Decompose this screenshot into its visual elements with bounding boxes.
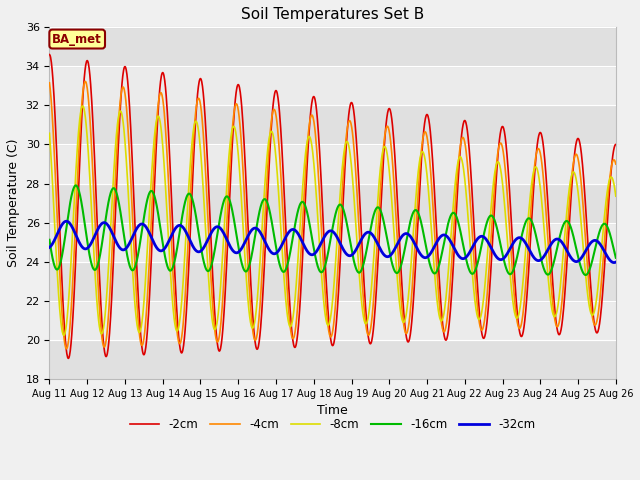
-2cm [298,268,306,274]
Text: BA_met: BA_met [52,33,102,46]
-4cm [90,196,98,202]
-32cm [610,260,618,265]
-32cm [63,218,70,224]
-4cm [287,326,294,332]
-2cm [286,307,294,313]
-8cm [369,272,376,277]
-16cm [308,236,316,241]
-32cm [113,240,120,246]
-8cm [90,253,98,259]
-2cm [65,356,72,361]
-16cm [298,199,306,205]
-4cm [81,79,89,84]
-4cm [308,113,316,119]
Bar [49,106,616,144]
-32cm [368,231,376,237]
-32cm [308,252,316,258]
-2cm [45,52,53,58]
-8cm [113,125,121,131]
-16cm [582,272,589,278]
-2cm [368,336,376,342]
-4cm [369,310,376,315]
Bar [49,223,616,262]
-8cm [60,333,68,338]
Line: -16cm: -16cm [49,185,616,275]
-32cm [90,235,97,241]
-2cm [612,142,620,147]
Line: -8cm: -8cm [49,106,616,336]
-8cm [79,103,86,109]
-32cm [45,244,53,250]
-4cm [63,346,70,352]
-4cm [612,161,620,167]
Line: -32cm: -32cm [49,221,616,263]
-8cm [612,193,620,199]
Line: -2cm: -2cm [49,55,616,359]
Bar [49,66,616,106]
-32cm [298,238,306,244]
Bar [49,183,616,223]
-2cm [113,180,120,185]
Bar [49,262,616,300]
-8cm [298,191,306,196]
-16cm [368,218,376,224]
-2cm [308,98,316,104]
-8cm [308,147,316,153]
-8cm [287,324,294,330]
-16cm [45,237,53,243]
-16cm [72,182,80,188]
Bar [49,340,616,379]
-16cm [90,266,97,272]
-2cm [90,136,97,142]
-4cm [45,80,53,85]
-4cm [298,227,306,233]
X-axis label: Time: Time [317,404,348,417]
-4cm [113,143,121,149]
Bar [49,27,616,66]
-16cm [286,250,294,255]
-32cm [612,259,620,265]
Bar [49,300,616,340]
Y-axis label: Soil Temperature (C): Soil Temperature (C) [7,139,20,267]
Line: -4cm: -4cm [49,82,616,349]
-8cm [45,131,53,136]
Bar [49,144,616,183]
-16cm [612,255,620,261]
-32cm [286,228,294,234]
Title: Soil Temperatures Set B: Soil Temperatures Set B [241,7,424,22]
-16cm [113,191,120,196]
Legend: -2cm, -4cm, -8cm, -16cm, -32cm: -2cm, -4cm, -8cm, -16cm, -32cm [125,414,540,436]
